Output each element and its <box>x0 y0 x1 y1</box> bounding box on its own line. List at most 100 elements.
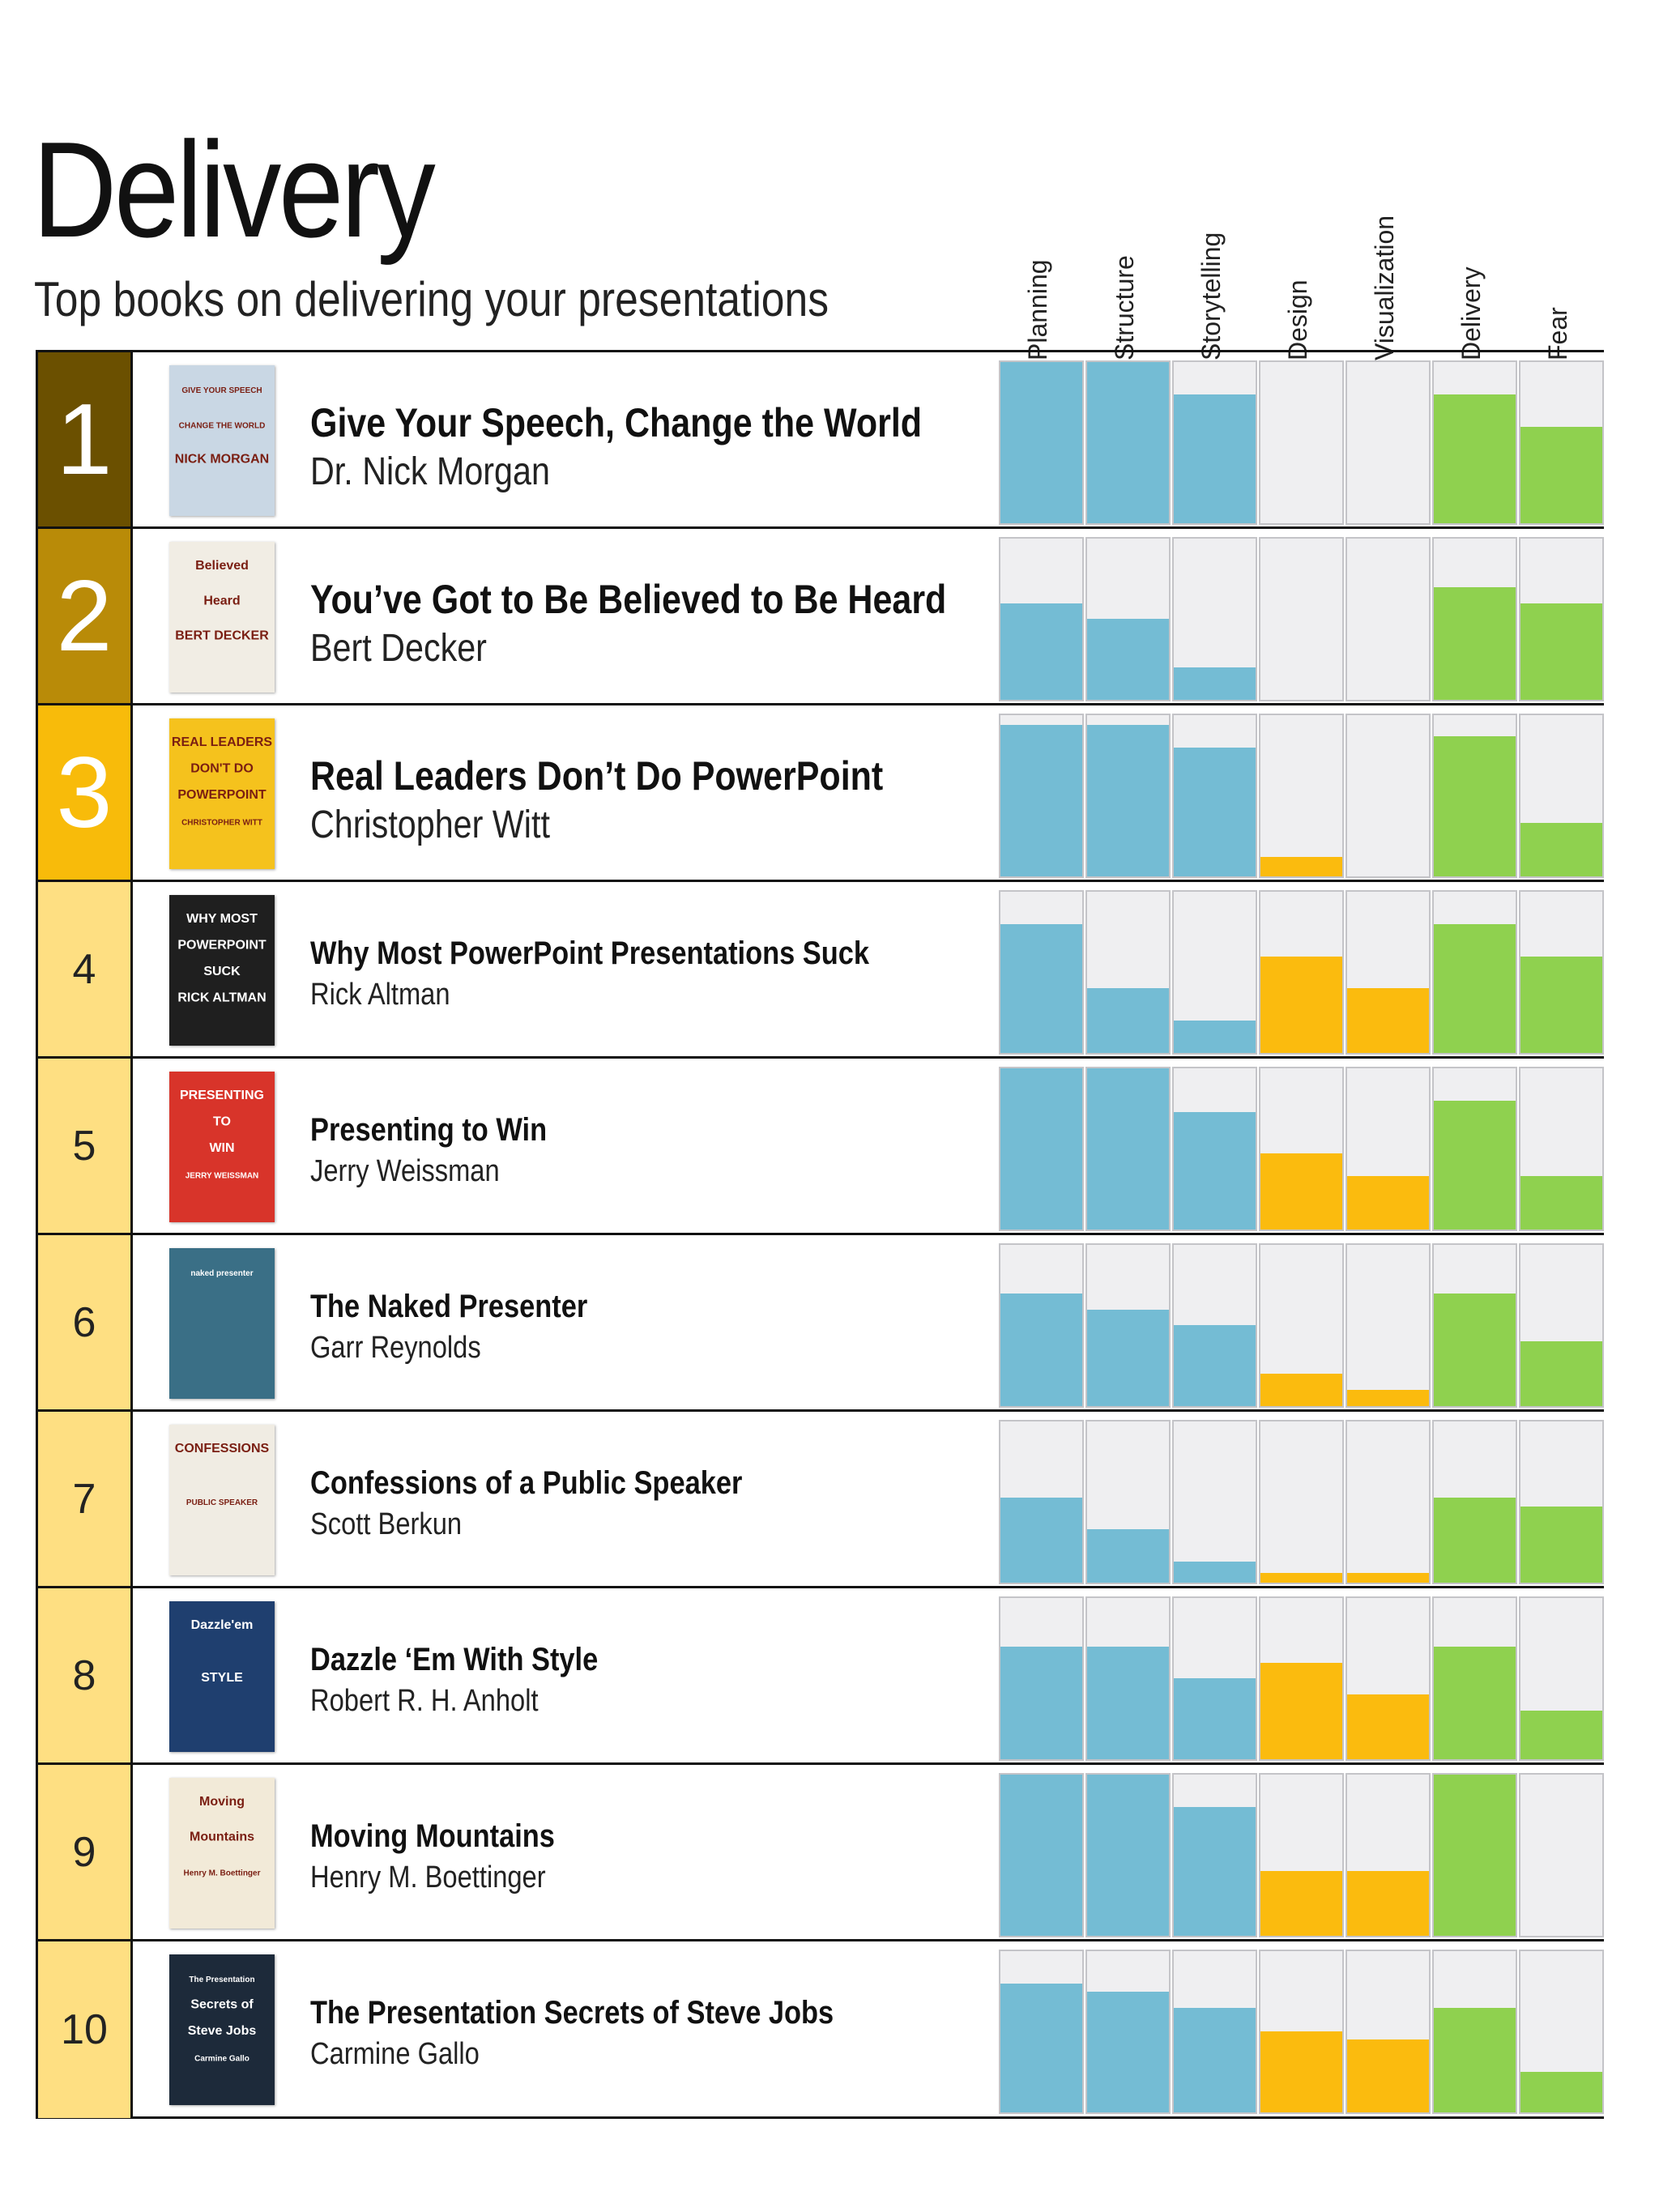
book-cover-image: PRESENTING TO WIN JERRY WEISSMAN <box>169 1072 275 1222</box>
page-title: Delivery <box>32 113 436 266</box>
svg-text:DON'T DO: DON'T DO <box>190 762 254 776</box>
bar-planning <box>1000 924 1082 1053</box>
book-author: Henry M. Boettinger <box>310 1860 546 1894</box>
rating-bars <box>999 1235 1606 1409</box>
svg-text:WHY MOST: WHY MOST <box>186 912 258 926</box>
column-header-storytelling: Storytelling <box>1196 232 1226 360</box>
bar-cell-storytelling <box>1172 1420 1257 1584</box>
rank-number: 10 <box>61 2006 108 2053</box>
table-row: 1 GIVE YOUR SPEECH CHANGE THE WORLD NICK MO… <box>38 352 1604 529</box>
rank-number: 6 <box>72 1298 96 1346</box>
book-author: Christopher Witt <box>310 803 550 846</box>
bar-cell-planning <box>999 1243 1084 1408</box>
book-cover-image: Believed Heard BERT DECKER <box>169 542 275 693</box>
bar-cell-design <box>1259 1950 1344 2114</box>
book-cover-image: The Presentation Secrets of Steve Jobs Carm… <box>169 1954 275 2105</box>
bar-cell-fear <box>1519 890 1604 1055</box>
ranking-table: 1 GIVE YOUR SPEECH CHANGE THE WORLD NICK MO… <box>36 350 1604 2119</box>
bar-planning <box>1000 1498 1082 1583</box>
bar-structure <box>1087 1310 1169 1406</box>
book-cover-image: naked presenter <box>169 1248 275 1399</box>
svg-text:Steve Jobs: Steve Jobs <box>188 2024 257 2038</box>
bar-cell-fear <box>1519 1243 1604 1408</box>
svg-text:Moving: Moving <box>199 1795 245 1809</box>
rank-number: 1 <box>56 383 113 496</box>
book-title: Real Leaders Don’t Do PowerPoint <box>310 753 884 799</box>
bar-planning <box>1000 603 1082 700</box>
book-title: Presenting to Win <box>310 1112 548 1148</box>
svg-text:Heard: Heard <box>203 594 240 607</box>
svg-text:RICK ALTMAN: RICK ALTMAN <box>177 991 266 1005</box>
bar-cell-structure <box>1085 360 1171 525</box>
bar-cell-design <box>1259 1243 1344 1408</box>
bar-design <box>1260 1374 1342 1406</box>
column-header-visualization: Visualization <box>1369 215 1399 360</box>
bar-fear <box>1520 1507 1602 1583</box>
bar-fear <box>1520 823 1602 876</box>
bar-cell-storytelling <box>1172 537 1257 701</box>
svg-text:CONFESSIONS: CONFESSIONS <box>175 1442 270 1455</box>
bar-cell-visualization <box>1346 714 1431 878</box>
bar-cell-planning <box>999 1950 1084 2114</box>
rank-cell: 9 <box>38 1765 133 1939</box>
bar-cell-design <box>1259 1420 1344 1584</box>
book-title: Confessions of a Public Speaker <box>310 1465 743 1501</box>
svg-text:SUCK: SUCK <box>203 965 241 978</box>
bar-cell-structure <box>1085 1773 1171 1937</box>
bar-delivery <box>1434 1498 1516 1583</box>
bar-cell-design <box>1259 714 1344 878</box>
bar-structure <box>1087 362 1169 523</box>
book-author: Dr. Nick Morgan <box>310 450 550 493</box>
table-row: 4 WHY MOST POWERPOINT SUCK RICK ALTMAN Why Mo… <box>38 882 1604 1059</box>
bar-cell-structure <box>1085 1243 1171 1408</box>
bar-cell-fear <box>1519 1420 1604 1584</box>
bar-cell-visualization <box>1346 1950 1431 2114</box>
bar-cell-design <box>1259 360 1344 525</box>
bar-visualization <box>1347 1390 1429 1406</box>
bar-structure <box>1087 988 1169 1053</box>
rank-cell: 6 <box>38 1235 133 1409</box>
svg-text:POWERPOINT: POWERPOINT <box>177 939 267 953</box>
bar-storytelling <box>1174 1325 1256 1406</box>
bar-cell-planning <box>999 890 1084 1055</box>
bar-cell-delivery <box>1432 714 1517 878</box>
bar-planning <box>1000 1294 1082 1406</box>
bar-structure <box>1087 1068 1169 1230</box>
svg-text:STYLE: STYLE <box>201 1671 243 1685</box>
svg-text:REAL LEADERS: REAL LEADERS <box>172 735 272 749</box>
rating-bars <box>999 882 1606 1056</box>
bar-cell-planning <box>999 360 1084 525</box>
column-header-structure: Structure <box>1109 255 1139 360</box>
rank-cell: 4 <box>38 882 133 1056</box>
table-row: 5 PRESENTING TO WIN JERRY WEISSMAN Presenting… <box>38 1059 1604 1235</box>
bar-cell-design <box>1259 537 1344 701</box>
bar-design <box>1260 1871 1342 1936</box>
bar-cell-visualization <box>1346 1067 1431 1231</box>
book-author: Rick Altman <box>310 978 450 1012</box>
svg-text:Believed: Believed <box>195 559 249 573</box>
bar-cell-fear <box>1519 537 1604 701</box>
svg-text:JERRY WEISSMAN: JERRY WEISSMAN <box>186 1172 259 1181</box>
bar-visualization <box>1347 2039 1429 2112</box>
column-header-design: Design <box>1282 279 1312 360</box>
bar-cell-design <box>1259 1596 1344 1761</box>
rank-number: 3 <box>56 736 113 849</box>
bar-storytelling <box>1174 1562 1256 1583</box>
bar-structure <box>1087 725 1169 876</box>
bar-cell-planning <box>999 1420 1084 1584</box>
rank-number: 9 <box>72 1828 96 1876</box>
bar-cell-delivery <box>1432 1950 1517 2114</box>
bar-cell-structure <box>1085 890 1171 1055</box>
rank-cell: 10 <box>38 1941 133 2118</box>
bar-cell-delivery <box>1432 1596 1517 1761</box>
bar-cell-storytelling <box>1172 1243 1257 1408</box>
bar-cell-visualization <box>1346 890 1431 1055</box>
svg-text:Dazzle'em: Dazzle'em <box>191 1618 254 1632</box>
bar-delivery <box>1434 2008 1516 2112</box>
table-row: 3 REAL LEADERS DON'T DO POWERPOINT CHRISTOPH… <box>38 705 1604 882</box>
bar-design <box>1260 1663 1342 1759</box>
bar-delivery <box>1434 587 1516 700</box>
bar-cell-delivery <box>1432 890 1517 1055</box>
bar-cell-fear <box>1519 1067 1604 1231</box>
bar-cell-fear <box>1519 714 1604 878</box>
